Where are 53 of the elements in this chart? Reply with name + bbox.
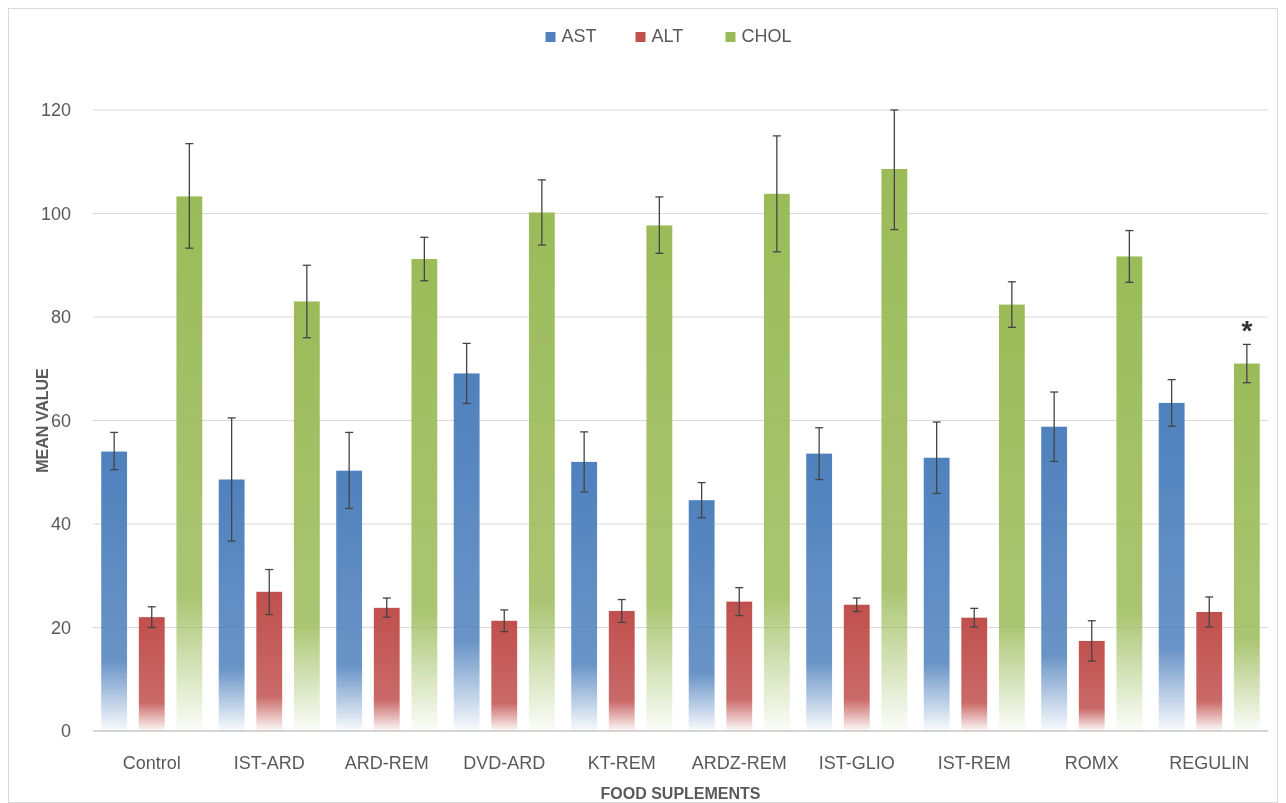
x-tick-label: IST-ARD <box>233 753 305 773</box>
bar <box>138 617 165 731</box>
x-tick-label: ROMX <box>1064 753 1119 773</box>
legend-label: ALT <box>651 25 684 46</box>
x-tick-label: DVD-ARD <box>463 753 546 773</box>
bar <box>491 620 518 731</box>
y-tick-label: 0 <box>60 721 71 742</box>
y-axis-title: MEAN VALUE <box>34 367 51 473</box>
y-tick-label: 100 <box>40 203 71 224</box>
x-tick-label: IST-REM <box>937 753 1011 773</box>
legend-label: CHOL <box>741 25 792 46</box>
bar <box>1078 640 1105 731</box>
y-tick-label: 40 <box>50 514 71 535</box>
bar <box>336 470 363 731</box>
bar <box>1233 363 1260 731</box>
bar <box>1116 256 1143 731</box>
bar <box>843 604 870 731</box>
y-tick-label: 60 <box>50 410 71 431</box>
bar <box>961 617 988 731</box>
bar <box>293 301 320 731</box>
bar <box>218 479 245 731</box>
bar <box>571 461 598 731</box>
x-tick-label: KT-REM <box>587 753 656 773</box>
x-tick-label: IST-GLIO <box>818 753 895 773</box>
bar <box>688 500 715 731</box>
bar <box>608 610 635 731</box>
bar <box>373 607 400 731</box>
bar <box>881 169 908 731</box>
bar <box>806 453 833 731</box>
bar <box>726 601 753 731</box>
bar <box>528 212 555 731</box>
bar <box>256 591 283 731</box>
bar <box>101 451 128 731</box>
bar <box>176 196 203 731</box>
y-tick-label: 80 <box>50 307 71 328</box>
bar <box>453 373 480 731</box>
x-tick-label: ARDZ-REM <box>691 753 787 773</box>
x-tick-label: REGULIN <box>1169 753 1250 773</box>
y-tick-label: 120 <box>40 100 71 121</box>
bar <box>998 304 1025 731</box>
bar <box>646 225 673 731</box>
x-tick-label: Control <box>122 753 181 773</box>
bar <box>1158 402 1185 731</box>
y-tick-label: 20 <box>50 617 71 638</box>
bar <box>1196 611 1223 731</box>
bar <box>411 259 438 731</box>
bar <box>923 457 950 731</box>
legend-label: AST <box>561 25 597 46</box>
x-axis-title: FOOD SUPLEMENTS <box>600 785 761 802</box>
bar <box>763 193 790 731</box>
annotation: * <box>1241 315 1253 347</box>
bar <box>1041 426 1068 731</box>
x-tick-label: ARD-REM <box>344 753 429 773</box>
